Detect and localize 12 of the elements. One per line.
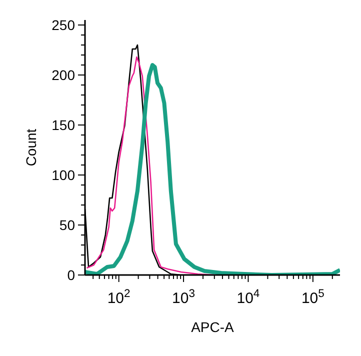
y-tick-label: 50 (59, 217, 76, 233)
y-tick-label: 0 (67, 267, 76, 283)
y-tick-label: 150 (52, 117, 76, 133)
y-tick-label: 250 (52, 17, 76, 33)
x-axis-title: APC-A (191, 319, 235, 335)
x-tick-label: 10$^{3}$ (172, 288, 196, 307)
x-tick-label: 10$^{5}$ (301, 288, 324, 307)
x-tick-label: 10$^{2}$ (107, 288, 130, 307)
x-tick-label: 10$^{4}$ (236, 288, 260, 307)
y-tick-label: 100 (52, 167, 76, 183)
y-tick-label: 200 (52, 67, 76, 83)
y-axis-title: Count (23, 128, 39, 166)
